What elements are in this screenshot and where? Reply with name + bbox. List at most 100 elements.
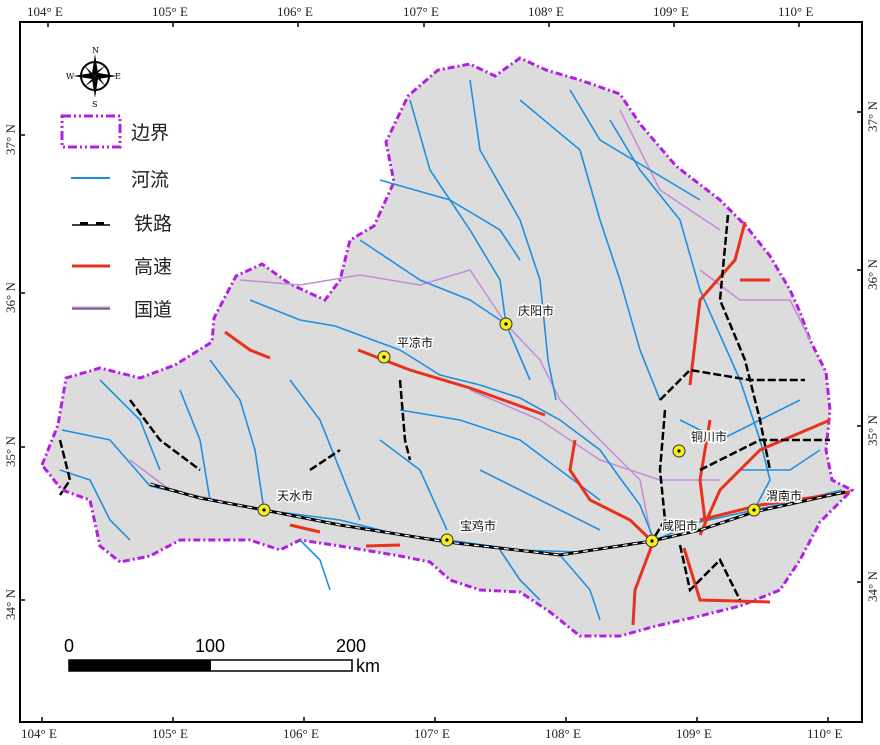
highway bbox=[224, 330, 271, 360]
scale-label: 100 bbox=[195, 636, 225, 656]
lon-label: 109° E bbox=[676, 726, 712, 741]
cities: 庆阳市 平凉市 天水市 宝鸡市 咸阳市 铜川市 渭南市 bbox=[257, 302, 804, 548]
railway bbox=[58, 439, 72, 496]
river bbox=[569, 89, 701, 201]
river bbox=[399, 409, 601, 501]
lon-label: 107° E bbox=[403, 4, 439, 19]
lon-label: 109° E bbox=[653, 4, 689, 19]
rivers bbox=[59, 79, 843, 621]
national-road bbox=[619, 109, 721, 231]
railway bbox=[309, 448, 341, 472]
legend-label: 边界 bbox=[131, 122, 169, 144]
river bbox=[379, 439, 448, 531]
river bbox=[559, 554, 601, 621]
lat-label: 35° N bbox=[865, 415, 880, 446]
river bbox=[679, 399, 801, 441]
city-label: 宝鸡市 bbox=[460, 518, 496, 533]
city-label: 天水市 bbox=[277, 488, 313, 503]
highway bbox=[631, 544, 654, 626]
lon-label: 104° E bbox=[21, 726, 57, 741]
legend-item-boundary: 边界 bbox=[60, 114, 169, 149]
city-weinan: 渭南市 bbox=[747, 487, 804, 517]
legend-item-highway: 高速 bbox=[72, 256, 172, 278]
railway bbox=[398, 379, 412, 461]
city-label: 庆阳市 bbox=[518, 303, 554, 318]
river-beiluo bbox=[609, 119, 771, 511]
river bbox=[299, 539, 331, 591]
river bbox=[59, 469, 111, 521]
railway bbox=[699, 438, 830, 472]
lon-label: 110° E bbox=[778, 4, 813, 19]
north-arrow-compass-icon: N S E W bbox=[66, 46, 121, 109]
national-road bbox=[469, 389, 720, 481]
lat-label: 36° N bbox=[3, 282, 18, 313]
city-tianshui: 天水市 bbox=[257, 487, 315, 517]
railway bbox=[149, 483, 846, 556]
river bbox=[209, 359, 265, 511]
lat-label: 37° N bbox=[3, 124, 18, 155]
lon-label: 105° E bbox=[152, 4, 188, 19]
lat-label: 36° N bbox=[865, 259, 880, 290]
legend-label: 铁路 bbox=[134, 213, 172, 235]
city-pingliang: 平凉市 bbox=[377, 334, 435, 364]
river bbox=[519, 99, 661, 401]
scale-label: 200 bbox=[336, 636, 366, 656]
river bbox=[109, 519, 131, 541]
highway bbox=[365, 543, 401, 548]
railway bbox=[678, 544, 742, 601]
top-lon-ticks bbox=[20, 22, 862, 722]
highway bbox=[289, 523, 321, 534]
basin-boundary bbox=[40, 56, 855, 638]
city-label: 咸阳市 bbox=[662, 518, 698, 533]
lat-label: 35° N bbox=[3, 436, 18, 467]
legend-label: 河流 bbox=[131, 169, 169, 191]
lon-label: 106° E bbox=[277, 4, 313, 19]
left-lat-labels: 37° N 36° N 35° N 34° N bbox=[3, 124, 18, 620]
river bbox=[409, 99, 531, 381]
river-jing bbox=[249, 299, 653, 536]
railway bbox=[718, 214, 772, 471]
river bbox=[179, 389, 211, 501]
boundary-swatch bbox=[60, 114, 122, 149]
top-lon-labels: 104° E 105° E 106° E 107° E 108° E 109° … bbox=[27, 4, 813, 19]
bottom-lon-labels: 104° E 105° E 106° E 107° E 108° E 109° … bbox=[21, 726, 842, 741]
highway bbox=[682, 547, 771, 604]
scale-bar: 0 100 200 km bbox=[64, 636, 380, 676]
railway bbox=[659, 368, 805, 401]
compass-w: W bbox=[66, 72, 75, 81]
city-label: 铜川市 bbox=[691, 429, 727, 444]
lat-label: 34° N bbox=[3, 589, 18, 620]
legend-label: 高速 bbox=[134, 256, 172, 278]
lon-label: 104° E bbox=[27, 4, 63, 19]
compass-e: E bbox=[115, 72, 121, 81]
lat-label: 34° N bbox=[865, 571, 880, 602]
lon-label: 110° E bbox=[807, 726, 842, 741]
river bbox=[740, 449, 821, 471]
lon-label: 107° E bbox=[414, 726, 450, 741]
railway bbox=[650, 409, 667, 542]
lon-label: 108° E bbox=[545, 726, 581, 741]
highway bbox=[698, 418, 831, 536]
compass-n: N bbox=[92, 46, 99, 55]
lon-label: 105° E bbox=[152, 726, 188, 741]
scale-unit: km bbox=[356, 656, 380, 676]
highway bbox=[698, 419, 712, 521]
city-qingyang: 庆阳市 bbox=[499, 302, 556, 331]
railway bbox=[129, 399, 201, 471]
legend-item-national-road: 国道 bbox=[72, 299, 172, 321]
city-baoji: 宝鸡市 bbox=[440, 517, 498, 547]
river bbox=[289, 379, 361, 521]
city-label: 渭南市 bbox=[766, 488, 802, 503]
river bbox=[499, 549, 541, 601]
lat-label: 37° N bbox=[865, 101, 880, 132]
highway bbox=[688, 221, 747, 386]
national-road bbox=[505, 323, 653, 542]
right-lat-labels: 37° N 36° N 35° N 34° N bbox=[865, 101, 880, 602]
legend-label: 国道 bbox=[134, 299, 172, 321]
city-xianyang: 咸阳市 bbox=[645, 517, 700, 548]
compass-s: S bbox=[92, 100, 97, 109]
legend-item-river: 河流 bbox=[71, 169, 169, 191]
legend-item-railway: 铁路 bbox=[72, 213, 172, 235]
river bbox=[469, 79, 557, 401]
lon-label: 108° E bbox=[528, 4, 564, 19]
